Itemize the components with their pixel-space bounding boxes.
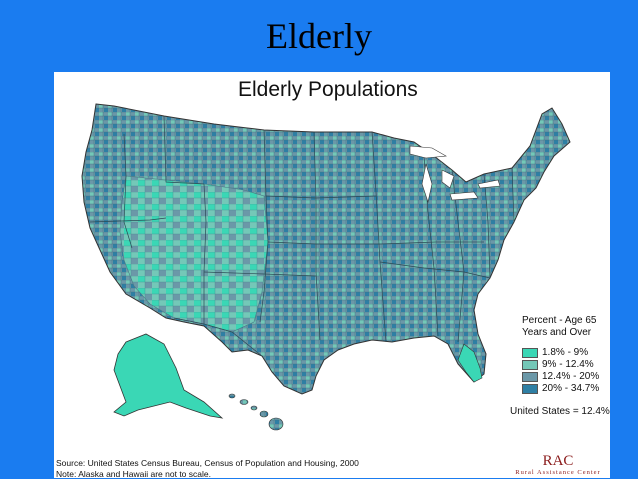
legend-item: 20% - 34.7%: [522, 383, 608, 394]
map-panel: Elderly Populations: [54, 72, 610, 479]
legend-title: Percent - Age 65 Years and Over: [522, 315, 597, 338]
legend-swatch: [522, 359, 538, 370]
us-total-label: United States = 12.4%: [510, 406, 610, 417]
legend-item: 9% - 12.4%: [522, 359, 608, 370]
florida-region: [457, 343, 483, 383]
slide-title: Elderly: [266, 16, 372, 56]
source-note: Source: United States Census Bureau, Cen…: [56, 458, 359, 468]
legend-swatch: [522, 371, 538, 382]
rac-logo-mark: RAC: [542, 453, 574, 469]
rac-logo-subtitle: Rural Assistance Center: [515, 469, 601, 476]
great-lakes: [409, 145, 501, 204]
legend-item: 12.4% - 20%: [522, 371, 608, 382]
rac-logo: RAC Rural Assistance Center: [506, 454, 610, 478]
legend-swatch: [522, 383, 538, 394]
scale-note: Note: Alaska and Hawaii are not to scale…: [56, 469, 211, 479]
map-heading: Elderly Populations: [238, 78, 418, 101]
legend-swatch: [522, 347, 538, 358]
us-choropleth-map: [81, 103, 571, 431]
western-region: [119, 175, 269, 333]
legend-item: 1.8% - 9%: [522, 347, 608, 358]
alaska: [113, 333, 224, 419]
map-legend: Percent - Age 65 Years and Over 1.8% - 9…: [522, 315, 608, 395]
hawaii: [228, 393, 284, 431]
